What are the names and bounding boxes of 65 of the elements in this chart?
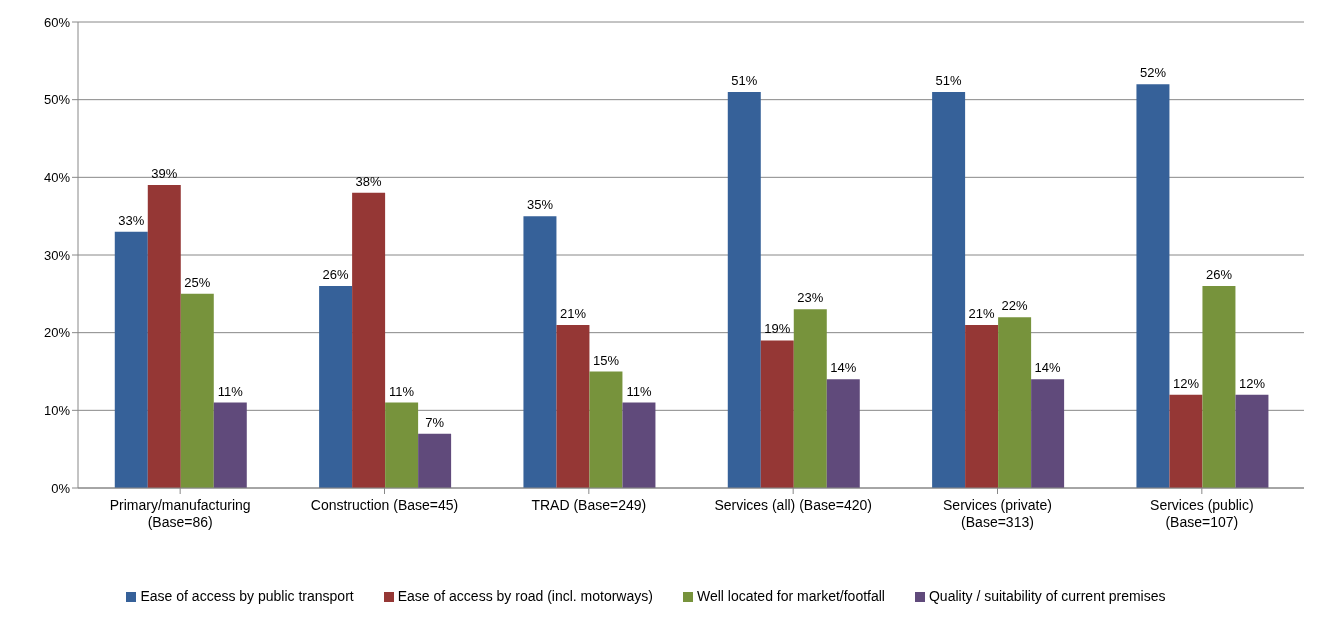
bar [760, 340, 794, 488]
bar [418, 433, 452, 488]
bar [998, 317, 1032, 488]
x-tick-label: Services (private) (Base=313) [943, 497, 1052, 530]
data-label: 11% [626, 383, 652, 399]
data-label: 26% [322, 267, 350, 283]
data-label: 39% [151, 166, 178, 182]
x-tick-label: Primary/manufacturing (Base=86) [109, 497, 251, 530]
y-tick-label: 40% [43, 169, 71, 185]
bar [826, 379, 860, 488]
data-label: 11% [217, 383, 244, 399]
bar [556, 324, 590, 488]
data-label: 15% [592, 352, 620, 368]
bar [319, 286, 353, 488]
bar [114, 231, 148, 488]
x-tick-label: Services (all) (Base=420) [714, 497, 872, 513]
y-tick-label: 60% [43, 14, 71, 30]
bar [622, 402, 656, 488]
x-tick-label: Services (public) (Base=107) [1150, 497, 1254, 530]
data-label: 14% [830, 360, 857, 376]
data-label: 19% [764, 321, 791, 337]
y-tick-label: 0% [51, 480, 71, 496]
bar [1235, 394, 1269, 488]
y-tick-label: 20% [43, 325, 71, 341]
y-tick-label: 30% [43, 247, 71, 263]
legend-label: Ease of access by public transport [140, 588, 354, 604]
data-label: 25% [184, 274, 211, 290]
data-label: 11% [389, 383, 415, 399]
bar [147, 185, 181, 488]
bar [1136, 84, 1170, 488]
data-label: 21% [968, 305, 996, 321]
data-label: 52% [1139, 65, 1167, 81]
data-label: 51% [935, 72, 963, 88]
legend-label: Quality / suitability of current premises [928, 588, 1166, 604]
bar [523, 216, 557, 488]
data-label: 38% [355, 173, 383, 189]
bar [965, 324, 999, 488]
x-tick-label: TRAD (Base=249) [531, 497, 647, 513]
bar [385, 402, 419, 488]
data-label: 12% [1238, 375, 1266, 391]
bar [932, 91, 966, 488]
bar [1031, 379, 1065, 488]
data-label: 51% [731, 72, 758, 88]
data-label: 23% [797, 290, 824, 306]
data-label: 21% [559, 305, 587, 321]
x-tick-label: Construction (Base=45) [310, 497, 459, 513]
data-label: 12% [1172, 375, 1200, 391]
bar [1169, 394, 1203, 488]
bar [213, 402, 247, 488]
data-label: 26% [1205, 267, 1233, 283]
bar [793, 309, 827, 488]
legend-label: Ease of access by road (incl. motorways) [397, 588, 653, 604]
y-tick-label: 50% [43, 92, 71, 108]
data-label: 35% [526, 197, 554, 213]
data-label: 7% [425, 414, 445, 430]
bar [589, 371, 623, 488]
data-label: 14% [1034, 360, 1062, 376]
bar [727, 91, 761, 488]
legend-label: Well located for market/footfall [696, 588, 885, 604]
data-label: 33% [118, 212, 145, 228]
data-label: 22% [1001, 298, 1029, 314]
bar [180, 293, 214, 488]
bar [352, 192, 386, 488]
bar [1202, 286, 1236, 488]
y-tick-label: 10% [43, 402, 71, 418]
